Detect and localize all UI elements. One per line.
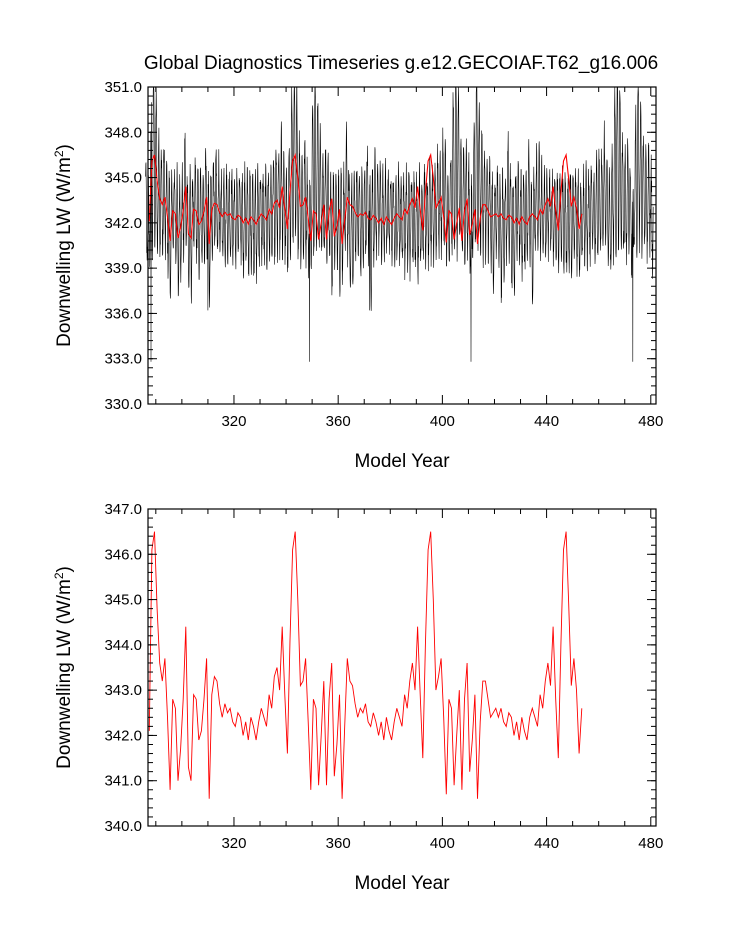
x-tick-label: 400: [430, 413, 455, 430]
x-tick-label: 440: [534, 413, 559, 430]
y-tick-label: 347.0: [104, 501, 142, 518]
y-tick-label: 348.0: [104, 124, 142, 141]
x-tick-label: 360: [326, 413, 351, 430]
y-tick-label: 343.0: [104, 682, 142, 699]
y-tick-label: 336.0: [104, 305, 142, 322]
top-plot-frame: [147, 86, 657, 405]
y-tick-label: 341.0: [104, 773, 142, 790]
annual-mean-line: [148, 152, 583, 245]
top-panel: 330.0 333.0 336.0 339.0 342.0 345.0 348.0 351.0…: [52, 79, 663, 472]
top-x-tick-labels: 320 360 400 440 480: [221, 413, 663, 430]
y-tick-label: 339.0: [104, 260, 142, 277]
bottom-x-tick-labels: 320 360 400 440 480: [221, 835, 663, 852]
y-tick-label: 351.0: [104, 79, 142, 96]
monthly-series-line: [145, 86, 654, 362]
x-tick-label: 360: [326, 835, 351, 852]
bottom-panel: 340.0 341.0 342.0 343.0 344.0 345.0 346.0 347.0…: [52, 501, 663, 894]
monthly-series-path: [145, 86, 654, 362]
x-tick-label: 400: [430, 835, 455, 852]
x-tick-label: 320: [221, 413, 246, 430]
x-tick-label: 320: [221, 835, 246, 852]
bottom-x-axis-label: Model Year: [354, 873, 450, 894]
bottom-y-tick-labels: 340.0 341.0 342.0 343.0 344.0 345.0 346.0 347.0: [104, 501, 142, 835]
y-tick-label: 345.0: [104, 170, 142, 187]
y-tick-label: 344.0: [104, 637, 142, 654]
annual-mean-path: [148, 531, 583, 799]
top-x-axis-label: Model Year: [354, 451, 450, 472]
top-y-axis-label: Downwelling LW (W/m2): [52, 144, 75, 347]
annual-mean-line-detail: [148, 531, 583, 799]
x-tick-label: 480: [638, 413, 663, 430]
x-tick-label: 480: [638, 835, 663, 852]
y-tick-label: 345.0: [104, 592, 142, 609]
y-tick-label: 346.0: [104, 546, 142, 563]
top-axis-ticks: [148, 86, 656, 405]
chart-title: Global Diagnostics Timeseries g.e12.GECO…: [144, 53, 658, 74]
y-tick-label: 333.0: [104, 351, 142, 368]
y-tick-label: 342.0: [104, 727, 142, 744]
x-tick-label: 440: [534, 835, 559, 852]
y-tick-label: 340.0: [104, 818, 142, 835]
annual-mean-path: [148, 152, 583, 245]
bottom-y-axis-label: Downwelling LW (W/m2): [52, 566, 75, 769]
y-tick-label: 330.0: [104, 396, 142, 413]
bottom-plot-frame: [147, 508, 657, 827]
bottom-axis-ticks: [148, 508, 656, 827]
y-tick-label: 342.0: [104, 215, 142, 232]
top-y-tick-labels: 330.0 333.0 336.0 339.0 342.0 345.0 348.0 351.0: [104, 79, 142, 413]
